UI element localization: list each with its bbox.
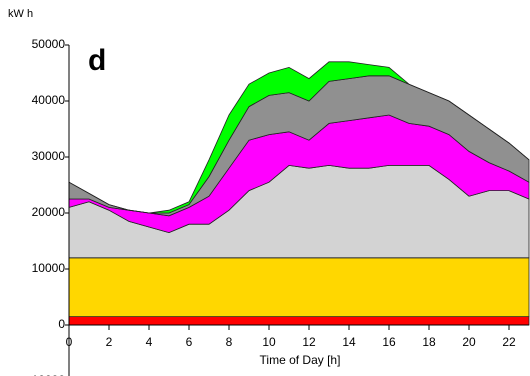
x-tick-label: 14: [342, 335, 356, 349]
y-tick-label: 0: [58, 317, 65, 331]
area: [68, 61, 530, 214]
x-tick-label: 16: [382, 335, 396, 349]
x-tick-label: 8: [226, 335, 233, 349]
y-axis-label: kW h: [8, 8, 33, 20]
x-tick-label: 18: [422, 335, 436, 349]
x-tick-label: 10: [262, 335, 276, 349]
area: [68, 316, 530, 326]
x-tick-label: 4: [146, 335, 153, 349]
y-tick-label: 50000: [32, 37, 66, 51]
y-tick-label: -10000: [28, 373, 66, 376]
area: [68, 257, 530, 317]
y-tick-label: 30000: [32, 149, 66, 163]
annotation: d: [88, 44, 106, 77]
x-tick-label: 2: [106, 335, 113, 349]
x-tick-label: 6: [186, 335, 193, 349]
x-tick-label: 0: [66, 335, 73, 349]
y-tick-label: 20000: [32, 205, 66, 219]
x-tick-label: 12: [302, 335, 316, 349]
x-axis-label: Time of Day [h]: [260, 353, 341, 367]
y-tick-label: 40000: [32, 93, 66, 107]
x-tick-label: 22: [502, 335, 516, 349]
x-tick-label: 20: [462, 335, 476, 349]
y-tick-label: 10000: [32, 261, 66, 275]
